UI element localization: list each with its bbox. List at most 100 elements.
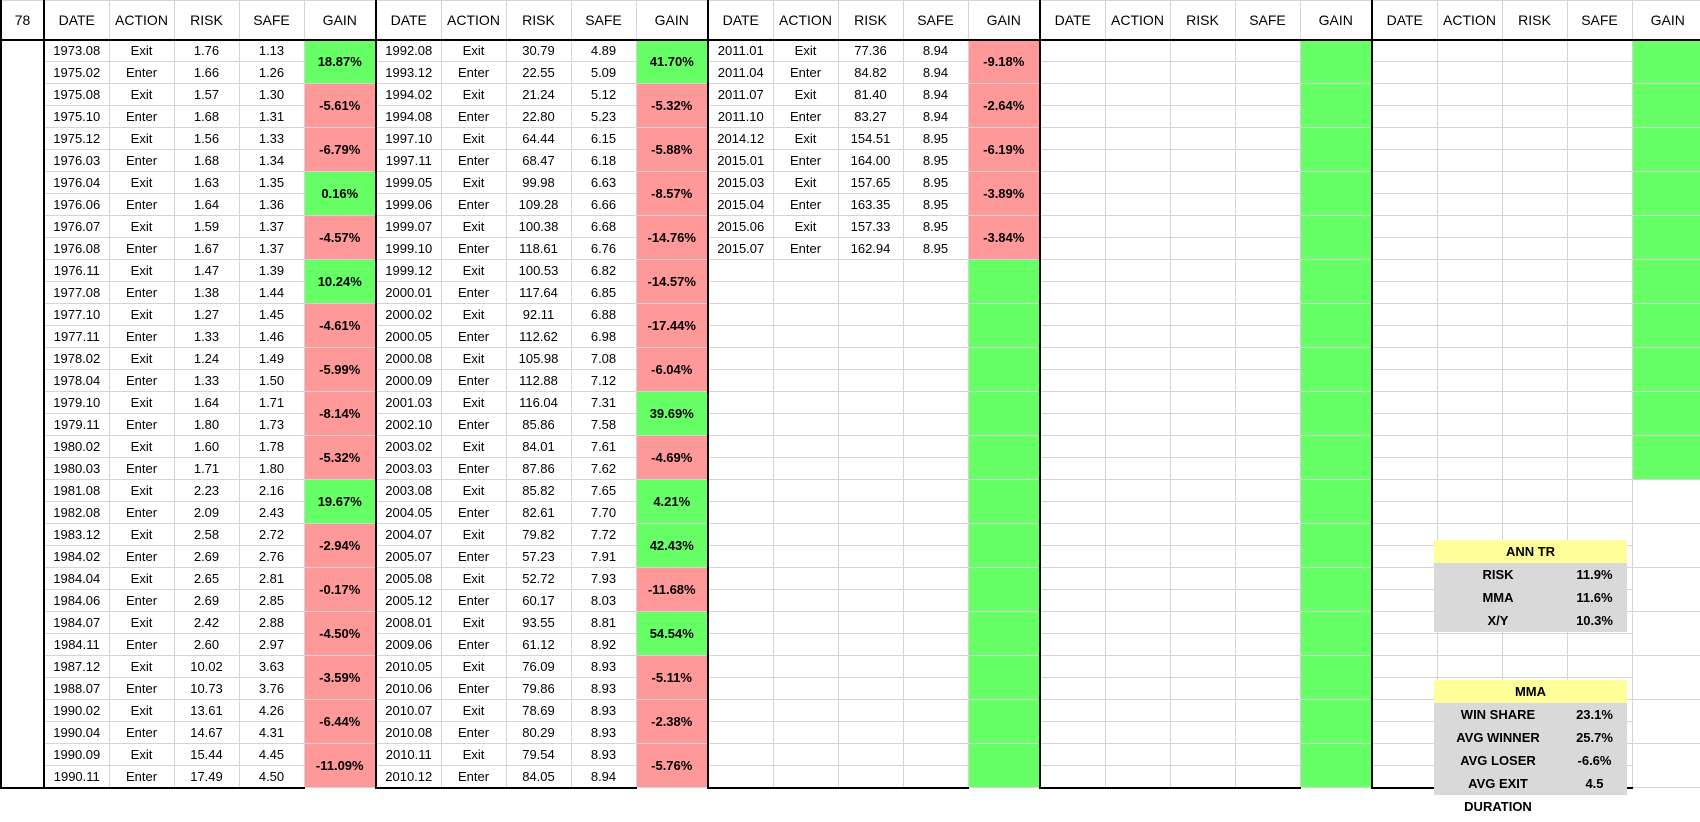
date-cell (1371, 149, 1438, 172)
date-cell (707, 281, 774, 304)
risk-cell (837, 611, 904, 634)
gain-cell (1631, 215, 1700, 260)
risk-cell (1501, 369, 1568, 392)
action-cell: Enter (108, 501, 175, 524)
date-cell: 1990.02 (43, 699, 110, 722)
column-header: GAIN (967, 0, 1041, 41)
action-cell: Enter (108, 61, 175, 84)
risk-cell (837, 501, 904, 524)
risk-cell: 157.33 (837, 215, 904, 238)
action-cell: Enter (108, 237, 175, 260)
date-cell (1371, 699, 1438, 722)
action-cell (1104, 215, 1171, 238)
date-cell (1039, 655, 1106, 678)
risk-cell (837, 435, 904, 458)
risk-cell (837, 369, 904, 392)
risk-cell (1501, 259, 1568, 282)
action-cell (1436, 457, 1503, 480)
risk-cell (1169, 39, 1236, 62)
safe-cell: 2.81 (238, 567, 305, 590)
safe-cell (1566, 215, 1633, 238)
action-cell (1436, 413, 1503, 436)
action-cell: Enter (108, 545, 175, 568)
risk-cell (1169, 83, 1236, 106)
gain-cell: -11.09% (303, 743, 377, 788)
column-header: SAFE (238, 0, 305, 41)
gain-cell: -5.32% (635, 83, 709, 128)
safe-cell: 1.45 (238, 303, 305, 326)
action-cell (1104, 259, 1171, 282)
safe-cell: 1.31 (238, 105, 305, 128)
safe-cell: 2.16 (238, 479, 305, 502)
risk-cell (837, 479, 904, 502)
risk-cell: 112.88 (505, 369, 572, 392)
risk-cell (1169, 545, 1236, 568)
action-cell (772, 721, 839, 744)
safe-cell (1566, 501, 1633, 524)
safe-cell (1566, 105, 1633, 128)
gain-cell (1299, 347, 1373, 392)
date-cell (707, 589, 774, 612)
action-cell (1104, 149, 1171, 172)
header-row: 78 DATE ACTION RISK SAFE GAIN DATE ACTION RISK SA… (0, 0, 1700, 41)
risk-cell: 60.17 (505, 589, 572, 612)
risk-cell (837, 589, 904, 612)
gain-cell: -3.59% (303, 655, 377, 700)
safe-cell: 8.94 (902, 39, 969, 62)
risk-cell: 154.51 (837, 127, 904, 150)
safe-cell: 2.76 (238, 545, 305, 568)
safe-cell: 8.95 (902, 149, 969, 172)
risk-cell: 81.40 (837, 83, 904, 106)
ann-tr-title: ANN TR (1434, 540, 1627, 563)
gain-cell (1631, 303, 1700, 348)
safe-cell (902, 589, 969, 612)
column-header: GAIN (1299, 0, 1373, 41)
date-cell (1371, 259, 1438, 282)
date-cell: 2004.07 (375, 523, 442, 546)
safe-cell (1234, 501, 1301, 524)
risk-cell (1169, 171, 1236, 194)
date-cell (707, 611, 774, 634)
action-cell: Exit (772, 215, 839, 238)
gain-cell (1631, 611, 1700, 656)
safe-cell (1566, 237, 1633, 260)
action-cell: Enter (108, 677, 175, 700)
risk-cell: 10.73 (173, 677, 240, 700)
mma-label: WIN SHARE (1460, 707, 1536, 722)
safe-cell (1234, 303, 1301, 326)
action-cell: Exit (108, 171, 175, 194)
table-row: 1976.07 Exit 1.59 1.37 -4.57% 1999.07 Exit 100.… (1, 215, 1700, 260)
table-row: 1978.04 Enter 1.33 1.50 2000.09 Enter 112.88 7.… (1, 369, 1700, 392)
date-cell: 1973.08 (43, 39, 110, 62)
action-cell: Enter (440, 765, 507, 789)
date-cell: 1975.12 (43, 127, 110, 150)
date-cell (1039, 413, 1106, 436)
action-cell (1436, 325, 1503, 348)
mma-title: MMA (1434, 680, 1627, 703)
date-cell (1371, 435, 1438, 458)
safe-cell: 1.39 (238, 259, 305, 282)
date-cell (1039, 391, 1106, 414)
action-cell: Exit (108, 39, 175, 62)
risk-cell: 61.12 (505, 633, 572, 656)
date-cell (1371, 611, 1438, 634)
column-header: ACTION (1104, 0, 1171, 41)
action-cell: Exit (108, 523, 175, 546)
table-row: 1981.08 Exit 2.23 2.16 19.67% 2003.08 Exit 85.8… (1, 479, 1700, 524)
risk-cell: 2.42 (173, 611, 240, 634)
gain-cell (1631, 83, 1700, 128)
risk-cell: 68.47 (505, 149, 572, 172)
risk-cell: 30.79 (505, 39, 572, 62)
gain-cell: 19.67% (303, 479, 377, 524)
table-row: 1976.04 Exit 1.63 1.35 0.16% 1999.05 Exit 99.98… (1, 171, 1700, 216)
risk-cell (1501, 325, 1568, 348)
safe-cell (1234, 523, 1301, 546)
action-cell (772, 677, 839, 700)
safe-cell (1234, 765, 1301, 789)
date-cell: 2000.05 (375, 325, 442, 348)
action-cell: Enter (772, 237, 839, 260)
gain-cell (1631, 391, 1700, 436)
action-cell: Exit (772, 39, 839, 62)
risk-cell (1169, 215, 1236, 238)
risk-cell: 1.66 (173, 61, 240, 84)
